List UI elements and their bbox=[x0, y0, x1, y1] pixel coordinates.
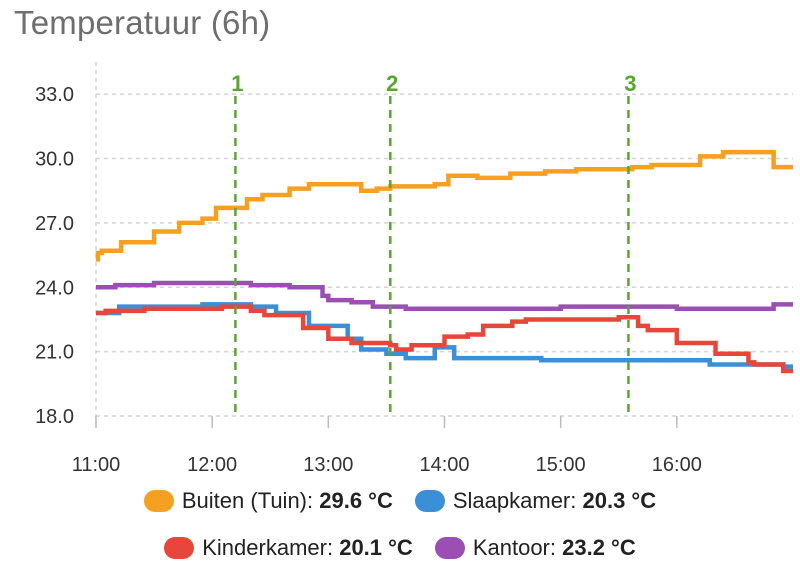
x-tick-label: 11:00 bbox=[72, 454, 121, 476]
legend-row-1: Buiten (Tuin): 29.6 °C Slaapkamer: 20.3 … bbox=[0, 488, 800, 514]
annotation-label: 2 bbox=[386, 71, 398, 96]
legend-item-buiten[interactable]: Buiten (Tuin): 29.6 °C bbox=[143, 488, 393, 514]
legend-label-kinderkamer: Kinderkamer: 20.1 °C bbox=[202, 535, 413, 560]
x-tick-label: 15:00 bbox=[536, 454, 586, 476]
y-tick-label: 21.0 bbox=[35, 342, 74, 364]
legend-item-kantoor[interactable]: Kantoor: 23.2 °C bbox=[434, 535, 636, 561]
temperature-chart: 18.0 21.0 24.0 27.0 30.0 33.0 11:00 12:00 13:00 1… bbox=[35, 62, 793, 476]
series-line-buiten-tuin bbox=[95, 149, 793, 262]
card-title: Temperatuur (6h) bbox=[14, 4, 271, 41]
annotation-label: 1 bbox=[231, 71, 243, 96]
legend-swatch-kinderkamer bbox=[164, 537, 195, 559]
x-tick-label: 12:00 bbox=[187, 454, 237, 476]
y-tick-label: 24.0 bbox=[35, 277, 74, 299]
y-tick-label: 27.0 bbox=[35, 213, 74, 235]
legend-swatch-buiten bbox=[143, 490, 174, 512]
x-tick-label: 13:00 bbox=[303, 454, 353, 476]
x-tick-label: 16:00 bbox=[652, 454, 702, 476]
legend-label-slaapkamer: Slaapkamer: 20.3 °C bbox=[452, 488, 657, 513]
y-tick-label: 33.0 bbox=[35, 84, 74, 106]
x-tick-label: 14:00 bbox=[419, 454, 469, 476]
legend-item-kinderkamer[interactable]: Kinderkamer: 20.1 °C bbox=[164, 535, 413, 561]
legend-label-buiten: Buiten (Tuin): 29.6 °C bbox=[181, 488, 393, 513]
legend-row-2: Kinderkamer: 20.1 °C Kantoor: 23.2 °C bbox=[0, 535, 800, 561]
series-line-kantoor bbox=[96, 280, 793, 311]
legend-swatch-slaapkamer bbox=[414, 490, 445, 512]
y-tick-label: 30.0 bbox=[35, 149, 74, 171]
legend-swatch-kantoor bbox=[434, 537, 465, 559]
y-tick-label: 18.0 bbox=[35, 406, 74, 428]
legend-item-slaapkamer[interactable]: Slaapkamer: 20.3 °C bbox=[414, 488, 657, 514]
series-line-kinderkamer bbox=[96, 304, 793, 374]
legend-label-kantoor: Kantoor: 23.2 °C bbox=[472, 535, 636, 560]
annotation-label: 3 bbox=[624, 71, 636, 96]
